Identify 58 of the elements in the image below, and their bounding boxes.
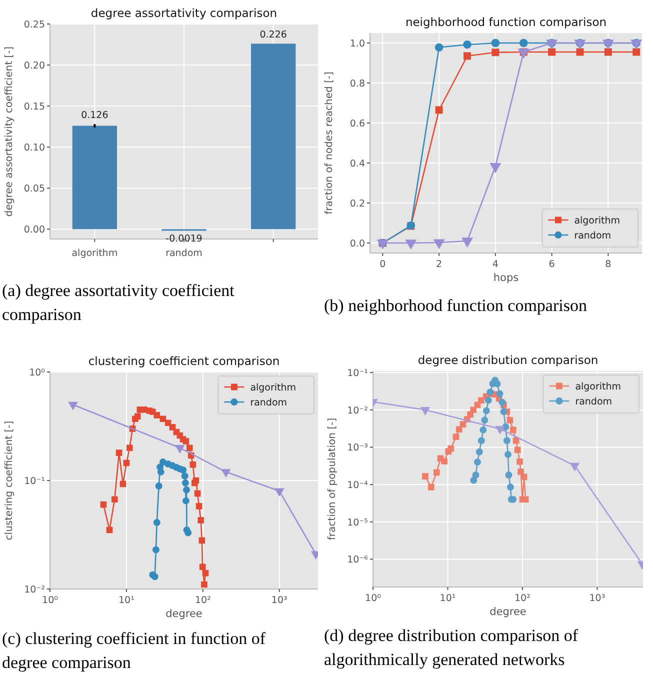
- y-tick-label: 10⁰: [29, 368, 46, 378]
- text: (a) degree assortativity coefficient comparison: [2, 281, 235, 324]
- chart-title: degree distribution comparison: [418, 353, 598, 367]
- y-axis-title: fraction of nodes reached [-]: [324, 71, 335, 214]
- y-axis-title: clustering coefficient [-]: [4, 420, 15, 540]
- y-tick-label: 0.0: [350, 238, 365, 250]
- x-axis-title: degree: [490, 606, 526, 618]
- legend-label: random: [575, 396, 612, 408]
- y-tick-label: 10⁻⁶: [347, 554, 368, 566]
- chart-title: degree assortativity comparison: [90, 6, 278, 20]
- text: (b) neighborhood function comparison: [324, 296, 588, 315]
- y-tick-label: 10⁻²: [347, 405, 368, 416]
- data-label: -0.0019: [166, 234, 202, 245]
- x-tick-label: 10¹: [440, 593, 456, 604]
- x-axis-title: hops: [493, 272, 519, 284]
- x-tick-label: 10³: [271, 595, 288, 606]
- chart-title: neighborhood function comparison: [405, 15, 607, 29]
- y-tick-label: 0.00: [24, 224, 45, 236]
- x-tick-label: 8: [605, 259, 612, 270]
- y-tick-label: 10⁻¹: [24, 476, 46, 487]
- x-axis-title: degree: [166, 608, 202, 620]
- y-tick-label: 1.0: [350, 38, 365, 50]
- x-tick-label: 10⁰: [365, 593, 382, 604]
- x-tick-label: 0: [380, 259, 386, 270]
- y-tick-label: 10⁻³: [347, 442, 368, 454]
- x-tick-label: 2: [436, 259, 442, 270]
- y-axis-title: degree assortativity coefficient [-]: [4, 46, 15, 217]
- y-tick-label: 0.2: [350, 198, 365, 210]
- x-tick-label: 10³: [589, 593, 606, 604]
- data-label: 0.226: [260, 30, 287, 41]
- y-axis-title: fraction of population [-]: [327, 418, 338, 540]
- y-tick-label: 10⁻⁵: [347, 517, 368, 528]
- text: (d) degree distribution comparison of algorithmically generated networks: [324, 626, 578, 669]
- y-tick-label: 10⁻²: [24, 584, 46, 596]
- y-tick-label: 0.15: [24, 102, 45, 113]
- x-tick-label: 6: [548, 259, 555, 270]
- y-tick-label: 10⁻¹: [347, 368, 368, 380]
- legend-label: random: [250, 398, 288, 408]
- x-tick-label: 4: [492, 259, 498, 270]
- y-tick-label: 0.05: [24, 184, 45, 195]
- y-tick-label: 0.4: [350, 158, 365, 170]
- y-tick-label: 0.25: [24, 20, 45, 30]
- legend-label: random: [574, 230, 612, 242]
- y-tick-label: 0.8: [350, 78, 365, 90]
- y-tick-label: 10⁻⁴: [347, 480, 368, 492]
- x-tick-label: 10²: [194, 595, 212, 606]
- y-tick-label: 0.6: [350, 118, 365, 130]
- y-tick-label: 0.20: [24, 60, 45, 72]
- legend-label: algorithm: [575, 382, 622, 392]
- x-tick-label: 10¹: [118, 595, 135, 606]
- x-tick-label: 10⁰: [42, 595, 58, 606]
- y-tick-label: 0.10: [24, 142, 45, 154]
- chart-title: clustering coefficient comparison: [88, 354, 280, 368]
- legend-label: algorithm: [250, 382, 296, 394]
- data-label: 0.126: [81, 110, 108, 122]
- text: (c) clustering coefficient in function of degree comparison: [2, 629, 266, 672]
- x-tick-label: 10²: [514, 593, 531, 604]
- legend-label: algorithm: [574, 216, 620, 226]
